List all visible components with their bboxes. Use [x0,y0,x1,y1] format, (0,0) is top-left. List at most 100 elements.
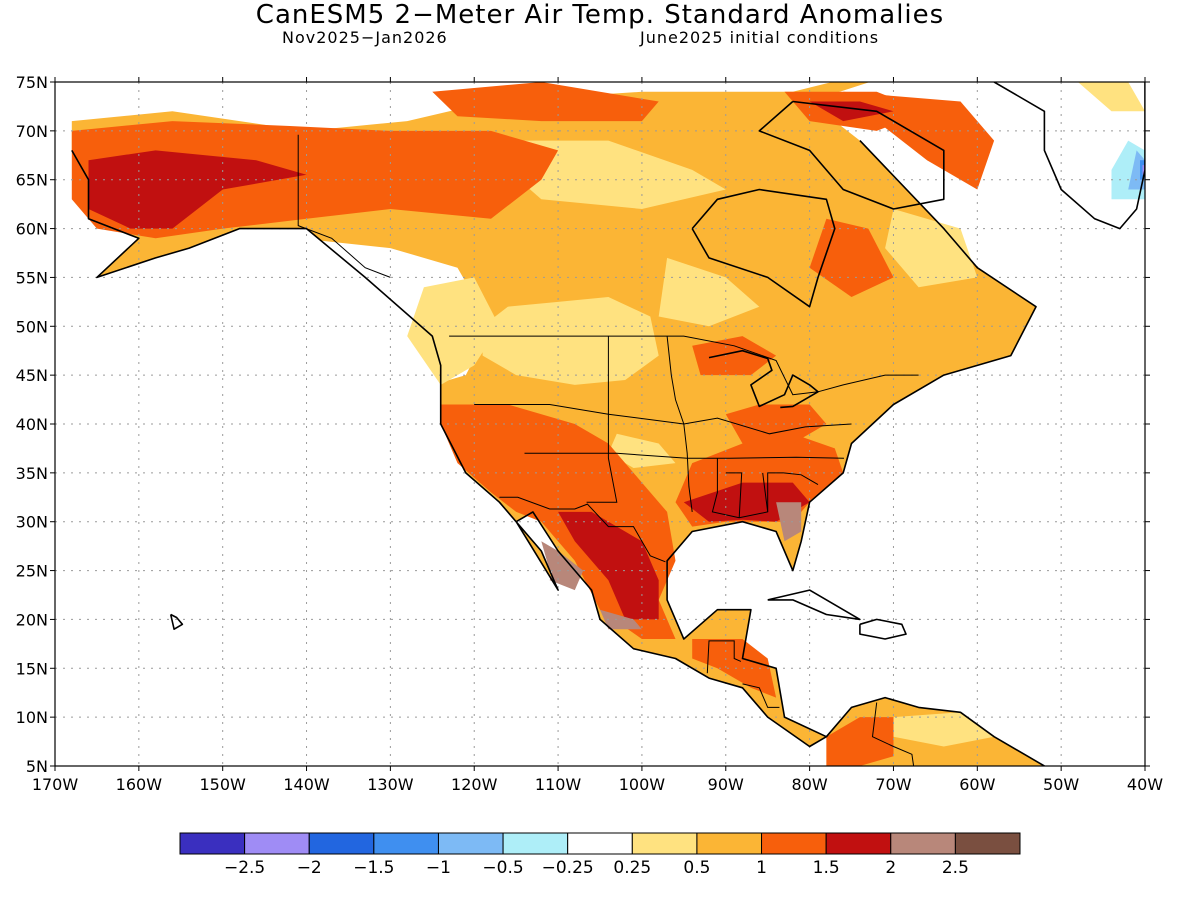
lat-label: 60N [16,220,48,239]
anomaly-map: 75N 70N 65N 60N 55N 50N 45N 40N 35N 30N 25N 20N 15N 1… [16,73,1164,794]
legend-label: 2 [885,858,896,878]
coastline-south-america [825,696,1045,766]
border-us-state-lines-alabama [762,472,769,512]
anomaly-region-cool-greenland-east-core [1128,150,1145,190]
legend-label: −0.25 [542,858,594,878]
lat-label: 5N [26,757,48,776]
coastline-cuba [767,589,861,621]
border-colombia-venezuela [871,702,915,766]
political-borders [297,134,919,766]
anomaly-region-c15-central-america [692,639,777,698]
coastline-hawaii [169,613,184,631]
anomaly-region-light-hudson-west [658,257,760,327]
anomaly-region-c25-sonora [549,551,584,591]
legend-box [244,832,310,855]
legend-box [437,832,504,855]
border-us-state-lines-middle [524,452,845,459]
anomaly-region-c2-texas-mexico [558,511,659,620]
lat-label: 20N [16,610,48,629]
initial-conditions: June2025 initial conditions [640,28,880,47]
lat-label: 40N [16,415,48,434]
anomaly-region-light-greenland-east [1077,82,1145,112]
legend-label: −2.5 [224,858,265,878]
coastline-hispaniola [859,618,907,640]
lat-label: 45N [16,366,48,385]
legend-label: −2 [297,858,322,878]
coastlines [71,82,1145,766]
anomaly-fill-layer [71,82,1145,766]
legend-box [890,832,956,855]
lon-label: 80W [792,775,828,794]
lon-label: 140W [283,775,330,794]
anomaly-region-light-labrador [885,209,978,288]
legend-box [825,832,892,855]
anomaly-region-c15-colombia [826,717,894,766]
coastline-baffin-island [758,100,945,210]
legend-box [308,832,375,855]
legend-label: 1.5 [813,858,840,878]
lat-label: 30N [16,513,48,532]
lon-label: 90W [708,775,744,794]
anomaly-region-light-venezuela [893,712,995,747]
anomaly-region-c2-alaska [88,150,307,229]
legend-box [502,832,569,855]
border-alaska-canada [297,134,391,278]
coastline-great-lakes [708,349,819,409]
map-title: CanESM5 2−Meter Air Temp. Standard Anoma… [255,0,945,30]
legend-box [179,832,246,855]
lon-label: 130W [367,775,414,794]
anomaly-region-light-pacific-coast [407,277,500,385]
lon-label: 120W [451,775,498,794]
lon-label: 110W [535,775,582,794]
legend-box [631,832,698,855]
longitude-labels: 170W 160W 150W 140W 130W 120W 110W 100W 90W 80W 70… [32,775,1163,794]
legend-label: 0.25 [613,858,651,878]
lat-label: 55N [16,268,48,287]
legend-label: −0.5 [482,858,523,878]
legend-box [567,832,633,855]
coastline-north-america [71,140,1037,748]
anomaly-region-c15-arctic-islands [432,82,659,122]
anomaly-region-c15-greenland-west [843,91,995,190]
lon-label: 70W [875,775,911,794]
coastline-hudson-bay [691,188,836,308]
lat-label: 10N [16,708,48,727]
legend-label: 1 [756,858,767,878]
legend-box [761,832,827,855]
border-us-state-lines-plains [586,336,618,503]
lon-label: 50W [1043,775,1079,794]
latitude-labels: 75N 70N 65N 60N 55N 50N 45N 40N 35N 30N 25N 20N 15N 1… [16,73,48,776]
legend-label: 0.5 [683,858,710,878]
lat-label: 15N [16,659,48,678]
anomaly-region-land-continent [71,82,1036,747]
lon-label: 170W [32,775,79,794]
legend-box [696,832,763,855]
lat-label: 50N [16,317,48,336]
legend-color-boxes [179,832,1021,855]
lat-label: 25N [16,562,48,581]
lon-label: 150W [200,775,247,794]
legend-label: −1 [426,858,451,878]
anomaly-region-light-northern-plains [482,297,659,385]
border-mexico-central-america [706,640,742,674]
lat-label: 65N [16,171,48,190]
border-us-canada [449,335,919,396]
legend-label: −1.5 [353,858,394,878]
anomaly-region-c15-great-lakes-north [692,336,777,376]
legend-box [373,832,439,855]
anomaly-region-c25-jalisco [600,609,642,630]
lon-label: 60W [959,775,995,794]
anomaly-region-c25-georgia [776,502,802,542]
border-us-state-lines-central [666,336,693,512]
lat-label: 75N [16,73,48,92]
valid-period: Nov2025−Jan2026 [282,28,448,47]
lon-label: 160W [116,775,163,794]
axis-ticks [50,77,1150,771]
anomaly-region-c2-gulf-states [683,482,810,522]
border-us-mexico [499,496,666,563]
legend-box [954,832,1021,855]
legend-labels: −2.5 −2 −1.5 −1 −0.5 −0.25 0.25 0.5 1 1.5 2 2.5 [224,858,969,878]
lon-label: 40W [1127,775,1163,794]
lat-label: 35N [16,464,48,483]
border-us-state-lines-mississippi [725,472,743,518]
